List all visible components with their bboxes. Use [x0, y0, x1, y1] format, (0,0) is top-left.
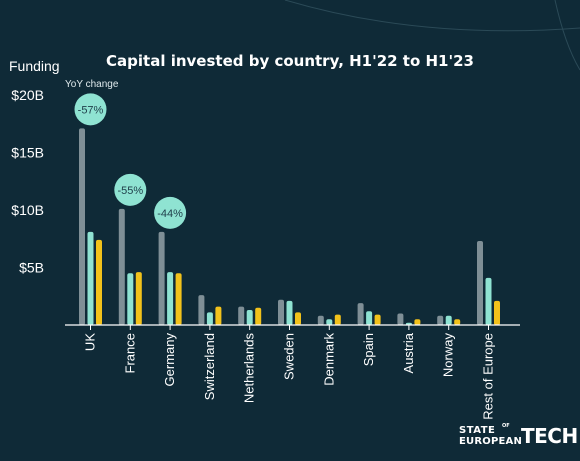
bar: [175, 273, 182, 325]
x-tick-label: Netherlands: [242, 333, 257, 404]
y-tick-label: $10B: [11, 202, 44, 218]
bar: [238, 306, 245, 325]
y-tick-label: $5B: [19, 260, 44, 276]
bar: [494, 300, 500, 325]
logo-tech: TECH: [521, 424, 578, 448]
bar: [445, 315, 452, 325]
bar: [326, 319, 333, 325]
yoy-change-bubble: [154, 196, 187, 229]
bar: [485, 277, 492, 325]
bar: [437, 315, 444, 325]
bar: [397, 313, 404, 325]
yoy-change-value: -57%: [78, 104, 104, 116]
yoy-change-value: -55%: [117, 185, 143, 197]
bar: [215, 306, 222, 325]
bar: [118, 208, 125, 325]
bar: [167, 272, 174, 325]
logo-european: EUROPEAN: [459, 436, 523, 447]
x-tick-label: Austria: [401, 332, 416, 373]
x-tick-label: Switzerland: [202, 333, 217, 400]
bar: [414, 319, 421, 325]
x-tick-label: France: [122, 333, 137, 373]
x-tick-label: Spain: [361, 333, 376, 366]
bar: [477, 241, 483, 325]
bar: [198, 295, 205, 325]
bar: [357, 303, 364, 325]
x-tick-label: Denmark: [321, 333, 336, 386]
yoy-change-label: YoY change: [65, 79, 119, 90]
logo-of: OF: [502, 423, 510, 429]
bar: [366, 311, 373, 325]
bar: [317, 315, 324, 325]
bar: [334, 314, 341, 325]
bar: [278, 299, 284, 325]
bar: [135, 272, 142, 325]
yoy-change-value: -44%: [157, 208, 183, 220]
bar: [255, 307, 262, 325]
yoy-change-bubble: [74, 93, 107, 126]
logo-state: STATE: [459, 425, 496, 436]
state-of-european-tech-logo: STATE OF EUROPEAN TECH: [459, 423, 578, 449]
bar: [87, 231, 94, 325]
y-axis-label: Funding: [9, 58, 60, 74]
bar: [454, 319, 461, 325]
x-tick-label: Rest of Europe: [481, 333, 496, 420]
y-tick-label: $15B: [11, 145, 44, 161]
chart-title: Capital invested by country, H1'22 to H1…: [106, 52, 474, 70]
x-tick-label: Germany: [162, 333, 177, 387]
bar: [374, 314, 381, 325]
bar: [79, 128, 85, 325]
bar: [246, 310, 253, 325]
bar: [206, 312, 213, 325]
x-tick-label: UK: [83, 333, 98, 351]
x-tick-label: Sweden: [282, 333, 297, 380]
bar: [127, 273, 134, 325]
bar: [96, 239, 102, 325]
yoy-change-bubble: [114, 173, 147, 206]
bar: [158, 231, 165, 325]
x-tick-label: Norway: [441, 333, 456, 378]
bar: [286, 300, 293, 325]
y-tick-label: $20B: [11, 87, 44, 103]
bar: [295, 312, 301, 325]
